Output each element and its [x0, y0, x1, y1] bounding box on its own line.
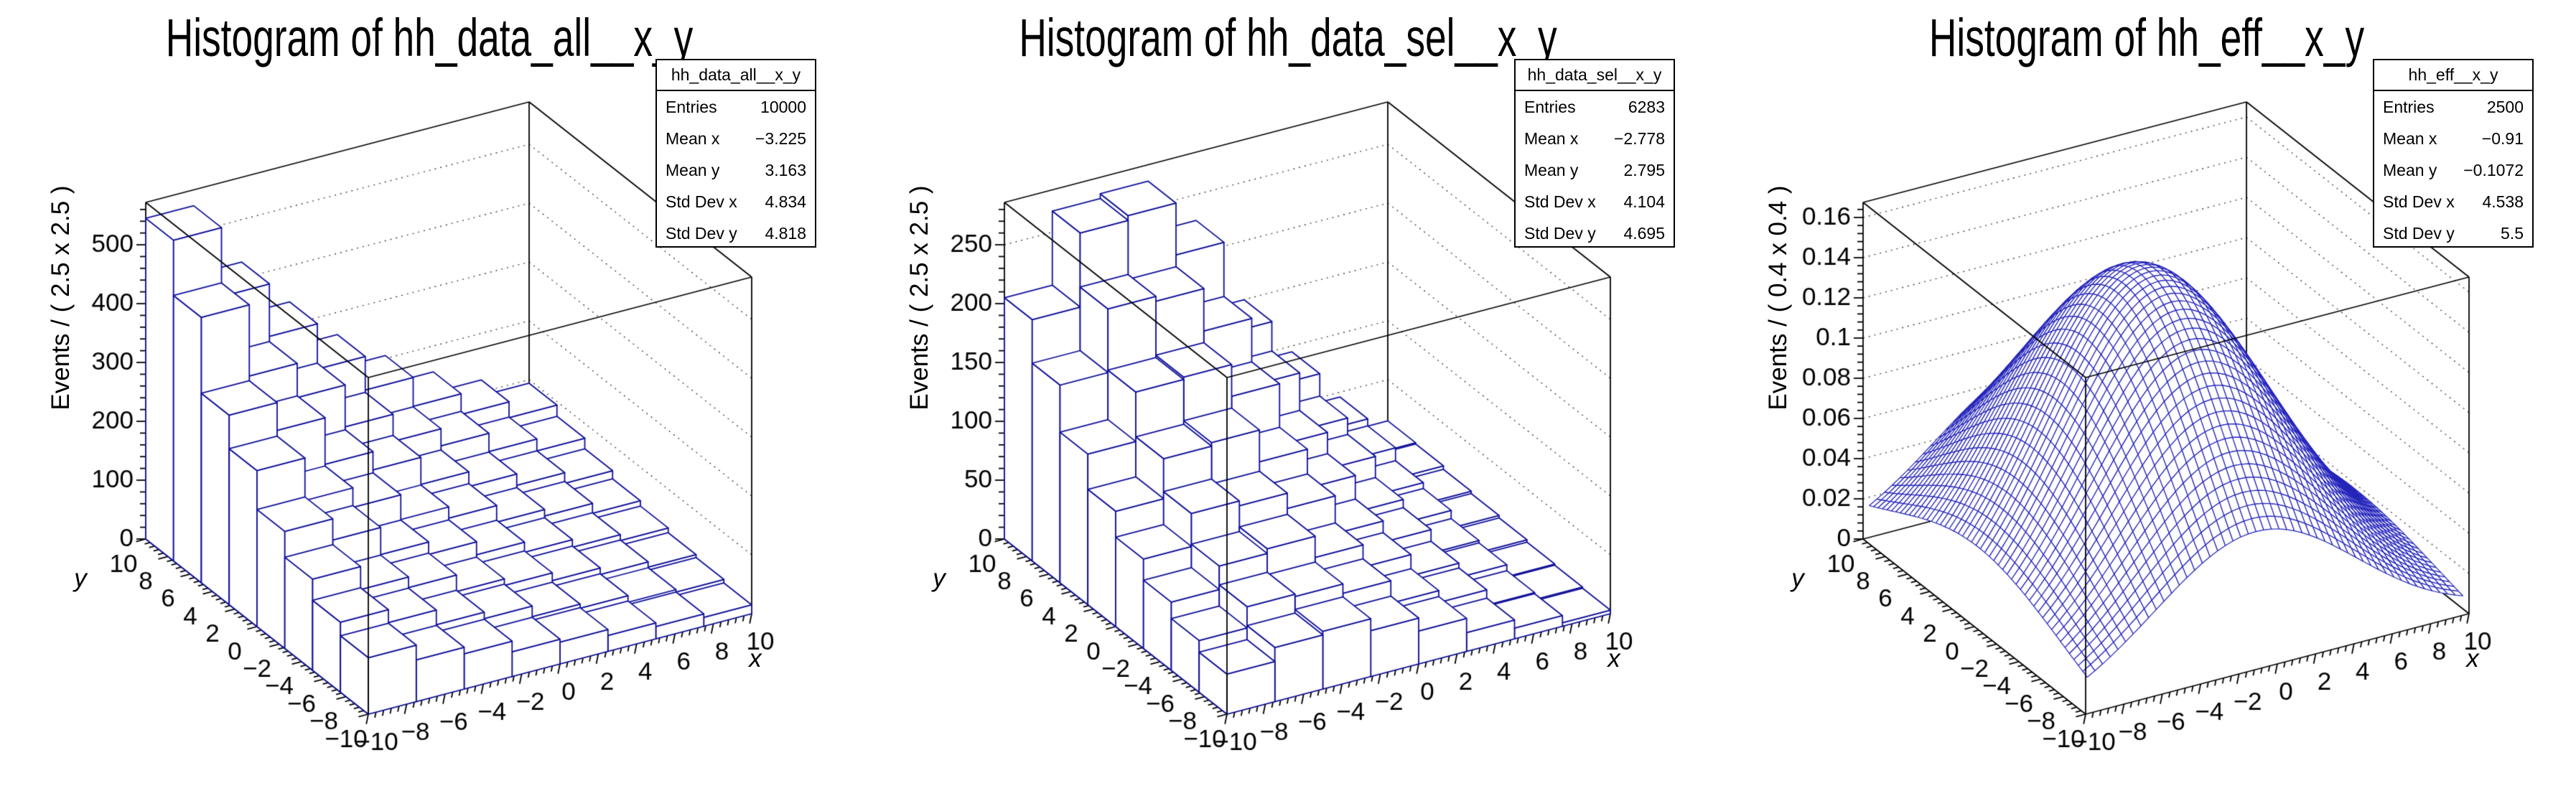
stats-box: hh_data_sel__x_y Entries 6283 Mean x −2.77… [1514, 59, 1675, 248]
stats-value: 10000 [760, 97, 806, 116]
histogram-panel-sel: Histogram of hh_data_sel__x_y Events / (… [859, 0, 1717, 801]
z-axis-title: Events / ( 2.5 x 2.5 ) [905, 185, 933, 411]
stats-label: Std Dev y [2383, 223, 2455, 243]
stats-label: Mean x [1524, 128, 1579, 148]
z-axis-title: Events / ( 2.5 x 2.5 ) [47, 185, 75, 411]
stats-label: Std Dev y [1524, 223, 1596, 243]
stats-box: hh_eff__x_y Entries 2500 Mean x −0.91 Mean… [2373, 59, 2534, 248]
stats-value: 5.5 [2501, 223, 2524, 243]
stats-histogram-name: hh_data_sel__x_y [1516, 60, 1674, 91]
stats-row-entries: Entries 10000 [657, 91, 815, 123]
stats-row-mean-y: Mean y −0.1072 [2374, 154, 2532, 186]
stats-row-entries: Entries 2500 [2374, 91, 2532, 123]
stats-label: Std Dev x [666, 192, 737, 211]
x-axis-title: x [1607, 645, 1620, 673]
stats-row-stddev-x: Std Dev x 4.834 [657, 186, 815, 217]
stats-row-mean-x: Mean x −2.778 [1516, 123, 1674, 154]
stats-value: 2.795 [1623, 160, 1665, 179]
stats-label: Std Dev y [666, 223, 737, 243]
stats-label: Mean y [666, 160, 720, 179]
plot-title: Histogram of hh_data_sel__x_y [1019, 8, 1557, 67]
stats-value: −0.91 [2481, 128, 2524, 148]
x-axis-title: x [2466, 645, 2479, 673]
stats-value: 4.695 [1623, 223, 1665, 243]
stats-row-mean-y: Mean y 3.163 [657, 154, 815, 186]
stats-label: Entries [2383, 97, 2435, 116]
stats-label: Mean x [666, 128, 720, 148]
z-axis-title: Events / ( 0.4 x 0.4 ) [1764, 185, 1792, 411]
x-axis-title: x [749, 645, 762, 673]
stats-label: Std Dev x [1524, 192, 1596, 211]
histogram-panel-eff: Histogram of hh_eff__x_y Events / ( 0.4 … [1717, 0, 2576, 801]
stats-label: Entries [1524, 97, 1576, 116]
stats-row-stddev-x: Std Dev x 4.104 [1516, 186, 1674, 217]
stats-histogram-name: hh_eff__x_y [2374, 60, 2532, 91]
stats-histogram-name: hh_data_all__x_y [657, 60, 815, 91]
histogram-panel-all: Histogram of hh_data_all__x_y Events / (… [0, 0, 859, 801]
stats-value: −2.778 [1614, 128, 1665, 148]
stats-label: Std Dev x [2383, 192, 2455, 211]
stats-label: Mean x [2383, 128, 2437, 148]
stats-value: 6283 [1628, 97, 1665, 116]
stats-label: Entries [666, 97, 717, 116]
y-axis-title: y [74, 564, 87, 592]
stats-value: 4.104 [1623, 192, 1665, 211]
plot-title: Histogram of hh_data_all__x_y [165, 8, 694, 67]
stats-value: −3.225 [755, 128, 806, 148]
stats-value: 2500 [2486, 97, 2524, 116]
stats-row-stddev-y: Std Dev y 4.695 [1516, 217, 1674, 249]
stats-value: 4.818 [765, 223, 806, 243]
stats-row-mean-y: Mean y 2.795 [1516, 154, 1674, 186]
plot-title: Histogram of hh_eff__x_y [1928, 8, 2365, 67]
y-axis-title: y [933, 564, 946, 592]
stats-value: 4.834 [765, 192, 806, 211]
stats-row-stddev-y: Std Dev y 4.818 [657, 217, 815, 249]
stats-row-mean-x: Mean x −3.225 [657, 123, 815, 154]
stats-row-stddev-x: Std Dev x 4.538 [2374, 186, 2532, 217]
y-axis-title: y [1791, 564, 1804, 592]
stats-value: 3.163 [765, 160, 806, 179]
stats-value: −0.1072 [2463, 160, 2524, 179]
stats-label: Mean y [1524, 160, 1579, 179]
stats-value: 4.538 [2482, 192, 2524, 211]
stats-row-stddev-y: Std Dev y 5.5 [2374, 217, 2532, 249]
stats-label: Mean y [2383, 160, 2437, 179]
stats-box: hh_data_all__x_y Entries 10000 Mean x −3.2… [655, 59, 816, 248]
stats-row-entries: Entries 6283 [1516, 91, 1674, 123]
stats-row-mean-x: Mean x −0.91 [2374, 123, 2532, 154]
